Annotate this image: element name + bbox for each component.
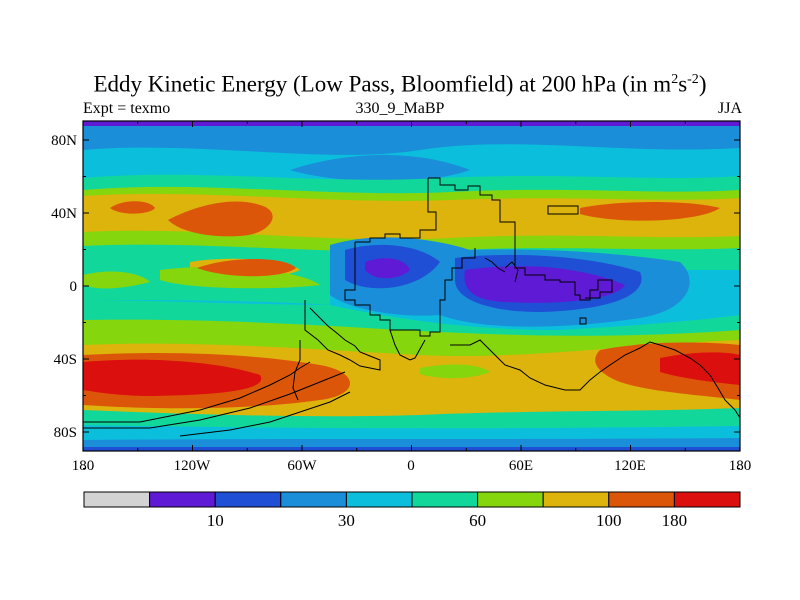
x-tick-label: 120W <box>174 458 212 474</box>
colorbar-label: 180 <box>662 511 688 530</box>
colorbar-box <box>477 491 544 508</box>
x-tick-label: 180 <box>729 458 752 474</box>
colorbar-box <box>280 491 347 508</box>
x-tick-marks <box>82 121 741 451</box>
y-tick-label: 80S <box>54 425 77 441</box>
colorbar-box <box>214 491 282 508</box>
colorbar-label: 30 <box>338 511 355 530</box>
case-label: 330_9_MaBP <box>355 100 445 117</box>
map-title: Eddy Kinetic Energy (Low Pass, Bloomfiel… <box>93 71 707 97</box>
colorbar-label: 60 <box>469 511 486 530</box>
y-tick-label: 40S <box>54 352 77 368</box>
colorbar-box <box>608 491 675 508</box>
x-tick-label: 120E <box>614 458 646 474</box>
y-tick-label: 0 <box>70 279 78 295</box>
season-label: JJA <box>717 100 742 117</box>
experiment-label: Expt = texmo <box>83 100 171 117</box>
colorbar-box <box>542 491 610 508</box>
y-tick-label: 40N <box>51 206 77 222</box>
colorbar-box <box>83 491 151 508</box>
contour-field <box>83 121 740 451</box>
colorbar-box <box>411 491 479 508</box>
y-tick-label: 80N <box>51 133 77 149</box>
y-tick-marks <box>83 139 740 469</box>
colorbar-label: 100 <box>596 511 622 530</box>
x-tick-label: 60E <box>509 458 533 474</box>
colorbar-box <box>149 491 216 508</box>
colorbar-label: 10 <box>207 511 224 530</box>
colorbar-box <box>345 491 413 508</box>
x-tick-label: 60W <box>287 458 317 474</box>
x-tick-label: 180 <box>72 458 95 474</box>
coastline <box>83 177 740 437</box>
colorbar: 10 30 60 100 180 <box>83 491 741 530</box>
colorbar-box <box>673 491 741 508</box>
x-tick-label: 0 <box>407 458 415 474</box>
